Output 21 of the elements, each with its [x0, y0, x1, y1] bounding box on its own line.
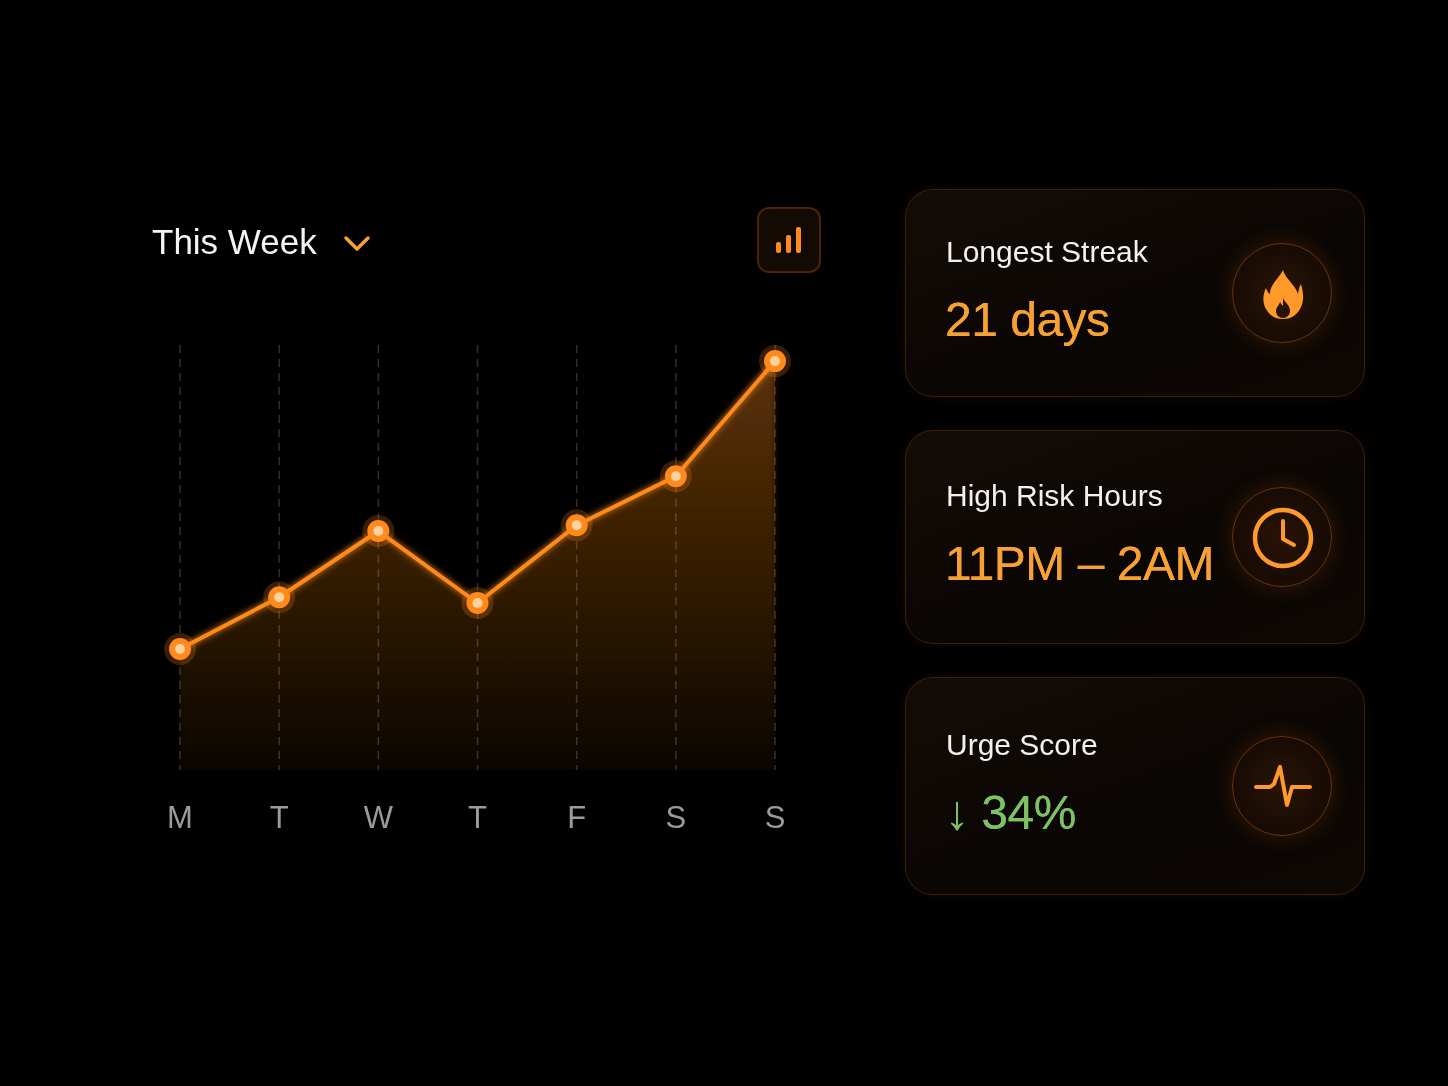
x-tick-label: T: [468, 800, 488, 836]
chart-title: This Week: [152, 221, 317, 263]
text: 11PM – 2AM: [945, 536, 1214, 592]
point: [263, 581, 296, 614]
text: Longest Streak: [946, 234, 1148, 270]
point: [560, 509, 593, 542]
text: Urge Score: [946, 727, 1098, 763]
x-tick-label: S: [764, 800, 786, 836]
point: [659, 460, 692, 493]
point: [759, 345, 791, 378]
point: [362, 515, 395, 548]
x-tick-label: M: [167, 800, 193, 836]
x-tick-label: W: [363, 800, 394, 836]
text: 21 days: [945, 292, 1110, 348]
x-tick-label: T: [269, 800, 289, 836]
x-tick-label: S: [665, 800, 687, 836]
point: [461, 587, 494, 619]
x-tick-label: F: [567, 800, 587, 836]
text: High Risk Hours: [946, 478, 1163, 514]
point: [164, 633, 196, 666]
text: ↓ 34%: [945, 785, 1076, 841]
